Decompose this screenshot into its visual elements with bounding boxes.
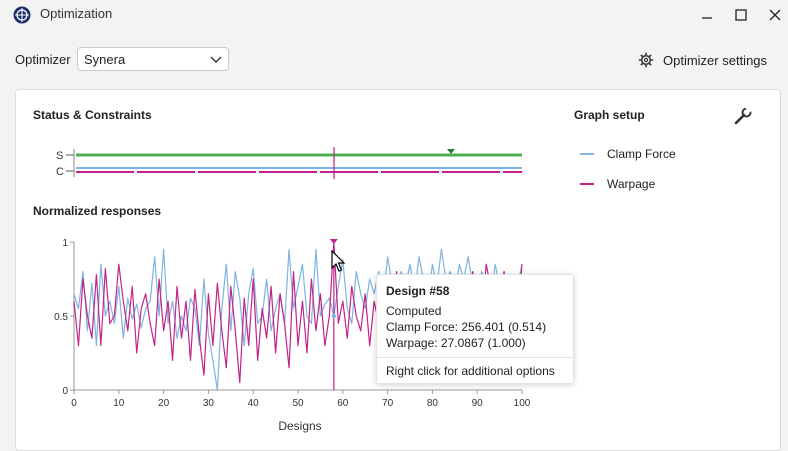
legend-label-clamp-force: Clamp Force	[607, 147, 676, 161]
optimizer-settings-label: Optimizer settings	[663, 52, 768, 68]
y-tick-label: 1	[62, 238, 68, 249]
legend-item-clamp-force[interactable]: Clamp Force	[580, 147, 676, 161]
tooltip-title: Design #58	[386, 284, 450, 298]
gear-icon	[638, 52, 654, 68]
legend-item-warpage[interactable]: Warpage	[580, 177, 655, 191]
x-tick-label: 100	[514, 398, 531, 409]
clamp-force-swatch	[580, 153, 594, 155]
optimizer-label: Optimizer	[15, 52, 71, 67]
x-tick-label: 0	[71, 398, 77, 409]
tooltip-hint[interactable]: Right click for additional options	[386, 364, 555, 378]
optimization-panel	[15, 89, 781, 451]
title-bar: Optimization	[0, 0, 788, 30]
tooltip-status: Computed	[386, 304, 442, 318]
chevron-down-icon	[210, 56, 222, 63]
x-tick-label: 10	[113, 398, 125, 409]
chart-title: Normalized responses	[33, 204, 162, 218]
maximize-icon	[735, 9, 747, 21]
graph-setup-title: Graph setup	[574, 108, 645, 122]
x-tick-label: 70	[382, 398, 394, 409]
x-tick-label: 30	[203, 398, 215, 409]
close-button[interactable]	[763, 4, 787, 26]
tooltip-clamp-force: Clamp Force: 256.401 (0.514)	[386, 320, 547, 334]
minimize-button[interactable]	[695, 4, 719, 26]
app-logo-icon	[13, 6, 31, 24]
optimizer-select-value: Synera	[84, 52, 126, 67]
status-constraints-title: Status & Constraints	[33, 108, 152, 122]
window-title: Optimization	[40, 6, 113, 21]
status-marker-icon	[447, 149, 455, 154]
y-tick-label: 0.5	[54, 312, 68, 323]
optimizer-select[interactable]: Synera	[77, 47, 229, 71]
tooltip-warpage: Warpage: 27.0867 (1.000)	[386, 336, 526, 350]
warpage-swatch	[580, 183, 594, 185]
tooltip-divider	[377, 357, 573, 358]
x-tick-label: 50	[292, 398, 304, 409]
selected-warpage-marker	[329, 239, 338, 244]
x-tick-label: 80	[427, 398, 439, 409]
maximize-button[interactable]	[729, 4, 753, 26]
wrench-icon[interactable]	[733, 106, 753, 126]
legend-label-warpage: Warpage	[607, 177, 656, 191]
optimizer-settings-button[interactable]: Optimizer settings	[638, 50, 767, 70]
y-tick-label: 0	[62, 386, 68, 397]
status-row-label: S	[56, 150, 63, 162]
close-icon	[769, 9, 781, 21]
x-tick-label: 40	[248, 398, 260, 409]
mouse-cursor-icon	[331, 250, 346, 272]
x-axis-label: Designs	[278, 419, 321, 433]
status-constraints-strip: S C	[56, 147, 522, 179]
constraint-row-label: C	[56, 166, 64, 178]
minimize-icon	[702, 17, 712, 19]
x-tick-label: 60	[337, 398, 349, 409]
x-tick-label: 90	[472, 398, 484, 409]
selected-clamp-force-marker	[331, 313, 337, 319]
x-tick-label: 20	[158, 398, 170, 409]
design-tooltip: Design #58 Computed Clamp Force: 256.401…	[376, 274, 574, 384]
